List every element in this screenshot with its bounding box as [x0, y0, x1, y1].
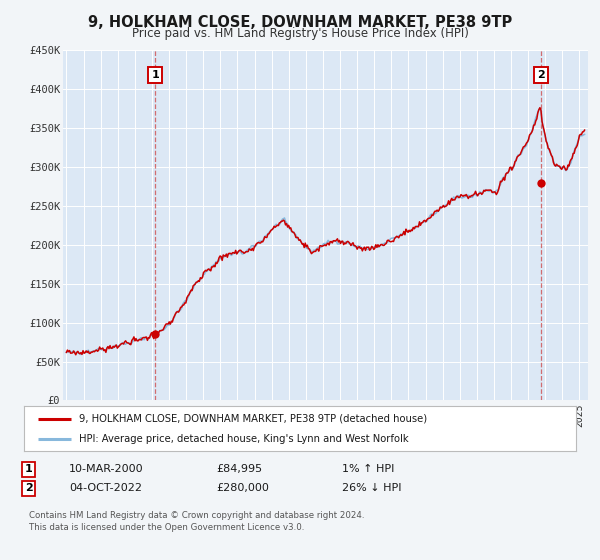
- Text: 04-OCT-2022: 04-OCT-2022: [69, 483, 142, 493]
- Text: HPI: Average price, detached house, King's Lynn and West Norfolk: HPI: Average price, detached house, King…: [79, 434, 409, 444]
- Text: 1: 1: [25, 464, 32, 474]
- Text: Contains HM Land Registry data © Crown copyright and database right 2024.
This d: Contains HM Land Registry data © Crown c…: [29, 511, 364, 532]
- Text: 2: 2: [25, 483, 32, 493]
- Text: 1% ↑ HPI: 1% ↑ HPI: [342, 464, 394, 474]
- Text: £280,000: £280,000: [216, 483, 269, 493]
- Text: 1: 1: [151, 71, 159, 80]
- Text: £84,995: £84,995: [216, 464, 262, 474]
- Text: 26% ↓ HPI: 26% ↓ HPI: [342, 483, 401, 493]
- Text: 9, HOLKHAM CLOSE, DOWNHAM MARKET, PE38 9TP: 9, HOLKHAM CLOSE, DOWNHAM MARKET, PE38 9…: [88, 15, 512, 30]
- Text: 9, HOLKHAM CLOSE, DOWNHAM MARKET, PE38 9TP (detached house): 9, HOLKHAM CLOSE, DOWNHAM MARKET, PE38 9…: [79, 413, 427, 423]
- Text: 10-MAR-2000: 10-MAR-2000: [69, 464, 143, 474]
- Text: Price paid vs. HM Land Registry's House Price Index (HPI): Price paid vs. HM Land Registry's House …: [131, 27, 469, 40]
- Text: 2: 2: [537, 71, 545, 80]
